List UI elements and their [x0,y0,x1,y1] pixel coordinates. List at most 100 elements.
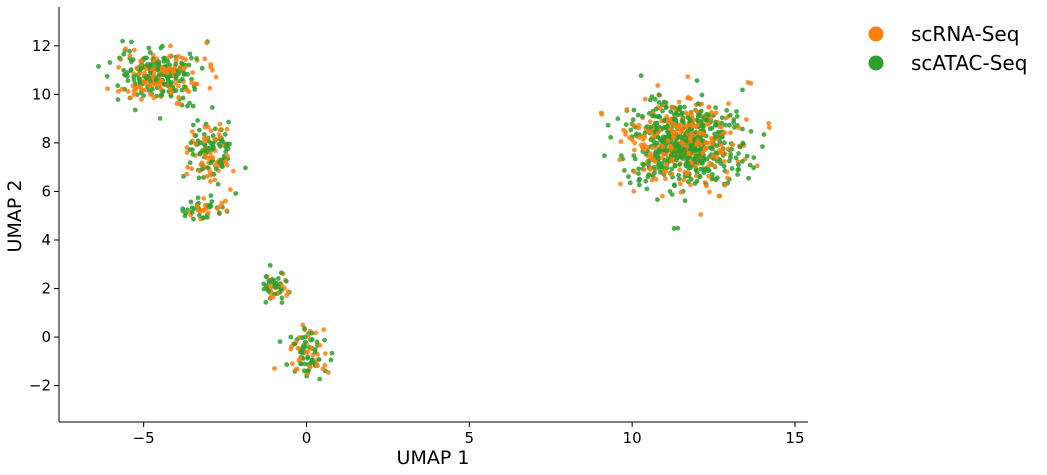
scatter-point [302,361,307,367]
scatter-point [736,125,741,131]
scatter-point [678,181,683,187]
scatter-point [217,159,223,165]
scatter-point [202,142,208,148]
scatter-point [131,47,137,53]
scatter-point [206,210,211,216]
scatter-point [701,170,707,175]
scatter-point [199,65,205,71]
scatter-point [105,86,110,91]
scatter-point [208,62,214,67]
scatter-point [166,54,172,60]
scatter-point [747,162,753,168]
y-tick-label: 10 [32,85,51,103]
scatter-point [642,130,648,136]
scatter-point [617,157,622,163]
scatter-point [740,140,746,146]
scatter-point [168,43,173,49]
scatter-point [684,156,690,162]
x-tick-label: 10 [623,429,642,447]
scatter-point [699,101,704,107]
scatter-point [225,146,231,152]
scatter-point [191,206,197,212]
scatter-point [313,330,318,336]
scatter-point [709,125,715,131]
scatter-point [142,70,147,76]
scatter-point [317,342,323,348]
scatter-point [678,189,684,195]
scatter-point [202,56,208,62]
scatter-point [275,276,281,281]
scatter-point [205,124,211,130]
scatter-point [727,122,732,128]
scatter-point [704,183,709,189]
scatter-point [223,158,229,164]
scatter-point [740,87,745,93]
scatter-point [618,139,624,144]
scatter-point [153,77,159,82]
scatter-point [641,167,647,173]
scatter-point [209,199,215,205]
scatter-point [179,87,185,93]
scatter-point [207,85,213,91]
scatter-point [181,174,186,179]
scatter-point [216,141,222,147]
scatter-point [314,363,320,368]
scatter-point [210,155,215,161]
scatter-point [674,157,679,163]
scatter-point [217,127,223,133]
scatter-point [117,55,122,61]
scatter-point [121,67,126,73]
scatter-point [201,215,207,221]
scatter-point [314,339,320,345]
scatter-point [688,139,693,145]
scatter-point [688,165,693,171]
x-tick-label: 0 [302,429,312,447]
scatter-point [150,66,156,72]
scatter-point [681,146,687,152]
scatter-point [147,50,153,55]
legend: scRNA-Seq scATAC-Seq [868,22,1027,75]
x-tick-label: 15 [785,429,804,447]
scatter-point [277,339,283,344]
scatter-point [151,71,157,77]
scatter-point [183,57,189,62]
scatter-point [615,116,621,122]
scatter-point [193,141,199,147]
x-tick-label: 5 [465,429,475,447]
scatter-point [713,110,719,116]
scatter-point [671,226,677,231]
scatter-point [197,127,202,133]
y-tick-label: 2 [41,280,51,298]
scatter-point [713,150,719,156]
scatter-point [321,327,327,332]
scatter-point [128,95,133,101]
scatter-point [263,299,269,305]
scatter-point [302,339,308,345]
scatter-point [699,92,705,98]
scatter-point [695,101,701,107]
scatter-point [632,156,638,162]
scatter-point [124,70,130,75]
scatter-point [158,92,164,98]
scatter-point [650,145,655,151]
scatter-point [724,108,730,113]
scatter-point [692,163,698,169]
scatter-point [298,361,304,367]
scatter-point [654,124,659,130]
scatter-point [642,134,648,140]
scatter-point [648,129,654,135]
scatter-point [605,122,611,128]
scatter-point [668,158,674,164]
scatter-point [723,122,728,128]
scatter-point [710,141,715,147]
scatter-point [115,97,121,102]
scatter-point [180,95,186,101]
scatter-point [121,51,127,57]
scatter-point [693,148,699,153]
scatter-point [197,151,203,156]
scatter-point [646,111,652,116]
scatter-point [127,53,133,59]
scatter-point [707,189,712,195]
scatter-point [728,151,733,157]
scatter-point [188,140,194,146]
